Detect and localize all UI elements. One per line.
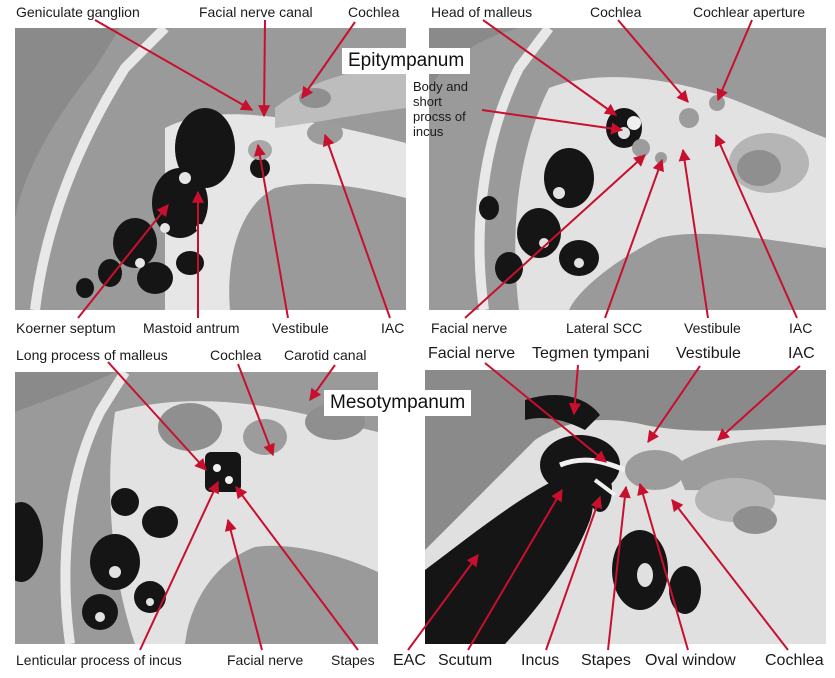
label-cochlear-aperture: Cochlear aperture: [693, 4, 806, 20]
ct-panel-top-right: [429, 28, 826, 310]
label-iac-tr: IAC: [789, 320, 813, 336]
label-scutum: Scutum: [438, 652, 493, 669]
label-lateral-scc: Lateral SCC: [566, 320, 643, 336]
label-long-process-malleus: Long process of malleus: [16, 347, 168, 363]
label-iac-tl: IAC: [381, 320, 405, 336]
section-epitympanum: Epitympanum: [342, 48, 471, 74]
label-carotid-canal: Carotid canal: [284, 347, 367, 363]
ct-panel-bottom-right: [425, 370, 826, 644]
label-tegmen-tympani: Tegmen tympani: [532, 345, 650, 362]
label-vestibule-br: Vestibule: [676, 345, 741, 362]
label-koerner-septum: Koerner septum: [16, 320, 116, 336]
section-mesotympanum: Mesotympanum: [324, 390, 472, 416]
label-body-incus: Body and short procss of incus: [413, 79, 468, 139]
label-iac-br: IAC: [788, 345, 815, 362]
label-facial-nerve-canal: Facial nerve canal: [199, 4, 313, 20]
label-cochlea-tl: Cochlea: [348, 4, 400, 20]
label-cochlea-bl: Cochlea: [210, 347, 262, 363]
label-vestibule-tl: Vestibule: [272, 320, 329, 336]
label-oval-window: Oval window: [645, 652, 736, 669]
label-facial-nerve-tr: Facial nerve: [431, 320, 508, 336]
label-lenticular-incus: Lenticular process of incus: [16, 652, 182, 668]
label-facial-nerve-bl: Facial nerve: [227, 652, 304, 668]
label-head-of-malleus: Head of malleus: [431, 4, 533, 20]
label-cochlea-tr: Cochlea: [590, 4, 642, 20]
label-incus: Incus: [521, 652, 560, 669]
label-geniculate-ganglion: Geniculate ganglion: [16, 4, 140, 20]
label-stapes-bl: Stapes: [331, 652, 375, 668]
label-stapes-br: Stapes: [581, 652, 631, 669]
label-facial-nerve-br: Facial nerve: [428, 345, 516, 362]
label-cochlea-br: Cochlea: [765, 652, 824, 669]
label-vestibule-tr: Vestibule: [684, 320, 741, 336]
label-mastoid-antrum: Mastoid antrum: [143, 320, 240, 336]
label-eac: EAC: [393, 652, 426, 669]
